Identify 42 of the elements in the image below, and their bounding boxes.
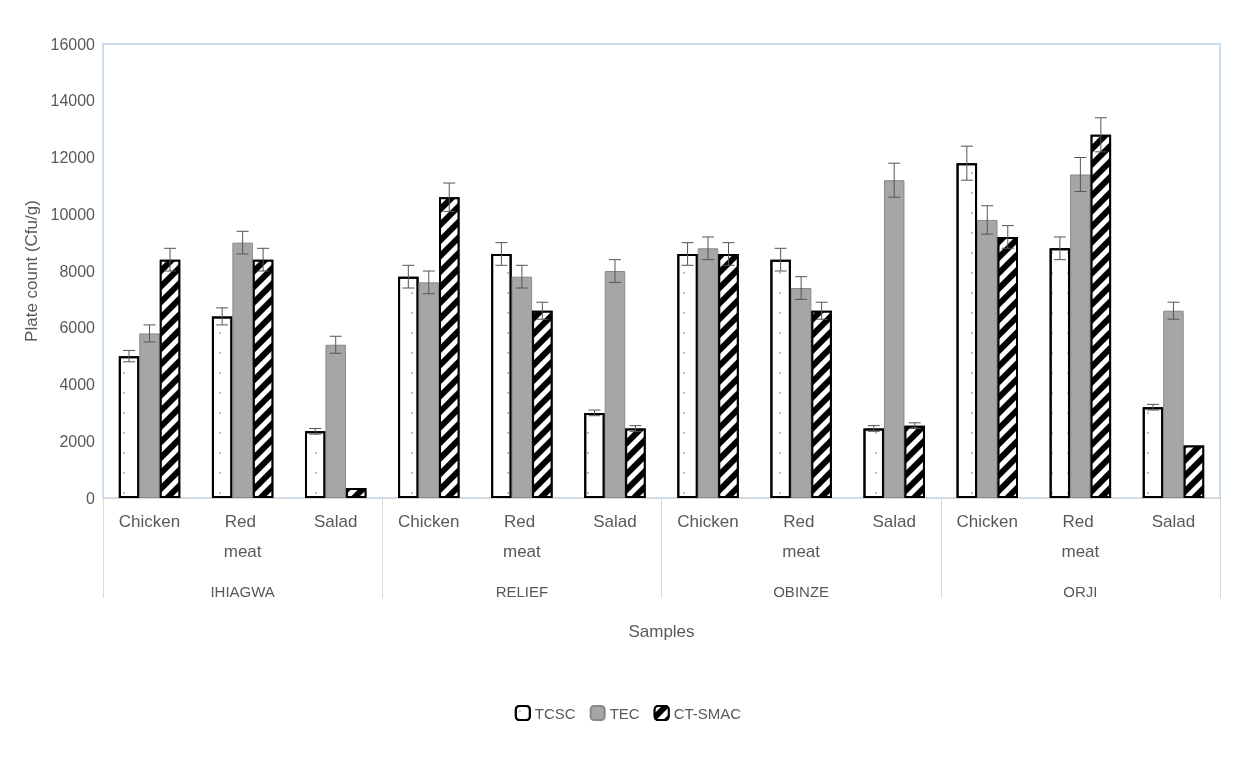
x-axis-title: Samples [628,622,695,641]
x-tick-label: Chicken [118,511,181,531]
bar [1163,310,1184,498]
y-tick-label: 2000 [59,432,96,450]
text: ORJI [1063,583,1098,600]
bar [139,333,160,498]
text: IHIAGWA [210,583,275,600]
y-tick-label: 16000 [50,35,96,53]
x-tick-label: Salad [313,511,358,531]
legend-label: CT-SMAC [673,704,742,722]
bar [697,248,719,498]
x-tick-label: Chicken [956,511,1018,531]
x-tick-label: Chicken [398,511,460,531]
x-tick-label: Salad [593,511,637,531]
y-tick-label: 10000 [50,205,96,223]
bar [418,282,440,498]
bar [790,288,812,498]
y-tick-label: 4000 [59,376,96,393]
x-tick-label: Red meat [782,511,821,561]
legend-label: TCSC [534,704,576,722]
legend-label: TEC [609,704,640,722]
x-tick-label: Chicken [677,511,739,531]
y-tick-label: 0 [86,489,96,507]
bar [883,180,905,498]
bar [604,271,626,498]
bar [977,219,998,498]
bar [325,344,346,498]
y-tick-label: 6000 [59,319,96,337]
x-tick-label: Red meat [502,511,542,561]
text: OBINZE [773,583,830,600]
y-tick-label: 14000 [50,92,96,110]
x-tick-label: Red meat [1061,511,1100,561]
bar [232,242,253,498]
x-tick-label: Salad [872,511,916,531]
bar [511,276,533,498]
y-tick-label: 8000 [59,262,96,280]
bar [1070,174,1091,498]
y-tick-label: 12000 [50,149,96,166]
text: RELIEF [495,583,549,600]
y-axis-title: Plate count (Cfu/g) [21,200,41,342]
x-tick-label: Red meat [223,511,262,561]
x-tick-label: Salad [1151,511,1196,531]
